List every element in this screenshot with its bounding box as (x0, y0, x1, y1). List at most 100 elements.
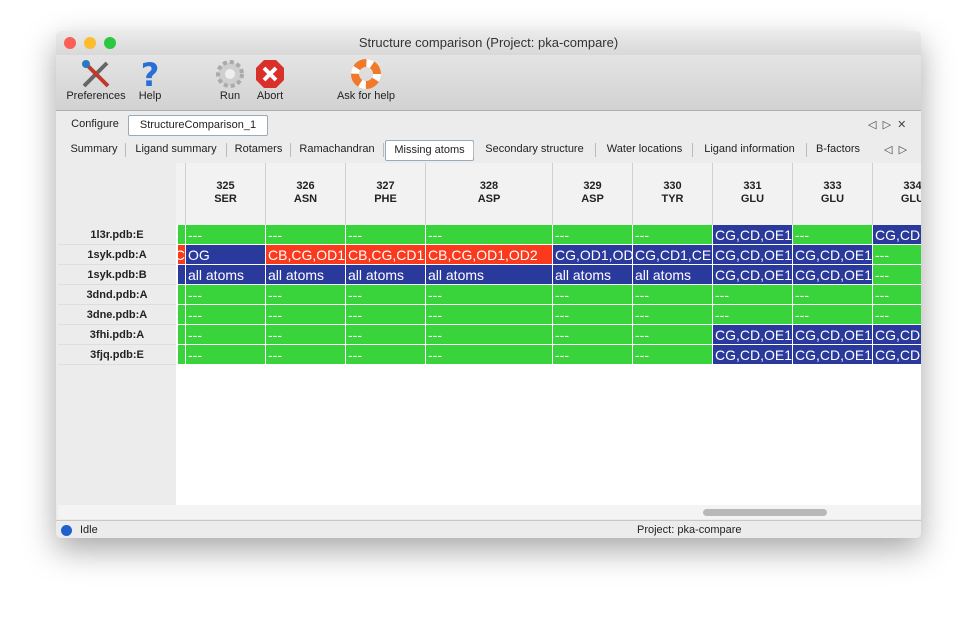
subtab[interactable]: Summary (70, 143, 118, 155)
tab[interactable]: StructureComparison_1 (128, 115, 268, 136)
row-header: 3fjq.pdb:E (58, 345, 176, 365)
table-cell: --- (633, 305, 713, 325)
close-button[interactable] (64, 37, 76, 49)
table-cell: --- (553, 345, 633, 365)
run-icon (216, 60, 244, 88)
tab-separator (383, 143, 384, 157)
column-header: 331 GLU (713, 163, 793, 225)
run-button[interactable]: Run (212, 55, 248, 110)
table-cell: --- (633, 325, 713, 345)
residue-name: TYR (661, 193, 684, 205)
row-header: 3dne.pdb:A (58, 305, 176, 325)
column-header: 329 ASP (553, 163, 633, 225)
subtab[interactable]: Ramachandran (299, 143, 375, 155)
column-header: 326 ASN (266, 163, 346, 225)
table-cell: CG,CD,OE1 (793, 325, 873, 345)
table-cell: --- (426, 325, 553, 345)
minimize-button[interactable] (84, 37, 96, 49)
residue-name: ASP (477, 193, 501, 205)
table-cell: CG,OD1,OD (553, 245, 633, 265)
table-cell: --- (186, 225, 266, 245)
subtab[interactable]: Rotamers (234, 143, 283, 155)
tab-separator (473, 143, 474, 157)
table-cell: all atoms (633, 265, 713, 285)
residue-number: 331 (743, 180, 762, 192)
table-cell: --- (186, 285, 266, 305)
table-cell (178, 305, 186, 325)
project-text: Project: pka-compare (637, 524, 742, 536)
toolbar-label: Ask for help (336, 90, 396, 102)
table-cell: --- (553, 225, 633, 245)
subtab[interactable]: Ligand information (704, 143, 795, 155)
table-cell: CB,CG,CD1 (346, 245, 426, 265)
table-cell: all atoms (426, 265, 553, 285)
tab-separator (595, 143, 596, 157)
table-cell: CG,CD,OE1 (713, 345, 793, 365)
table-cell: CG,CD (873, 345, 921, 365)
table-cell: --- (713, 285, 793, 305)
table-cell: --- (713, 305, 793, 325)
table-cell: --- (186, 325, 266, 345)
ask-help-button[interactable]: Ask for help (328, 55, 404, 110)
subtab[interactable]: Ligand summary (135, 143, 217, 155)
abort-icon (256, 60, 284, 88)
tab-controls[interactable]: ◁ ▷ ✕ (868, 119, 907, 131)
residue-name: SER (214, 193, 237, 205)
table-cell: --- (633, 225, 713, 245)
missing-atoms-table: 325 SER 326 ASN 327 PHE 328 ASP 329 ASP 330 TYR 331 G… (58, 163, 921, 505)
subtab[interactable]: Missing atoms (385, 140, 474, 161)
residue-number: 329 (583, 180, 602, 192)
table-cell: CG,CD (873, 325, 921, 345)
table-cell: CG,CD,OE1 (713, 225, 793, 245)
tab-separator (125, 143, 126, 157)
table-cell: C (178, 245, 186, 265)
subtab[interactable]: Water locations (606, 143, 683, 155)
table-cell: --- (346, 285, 426, 305)
header-cell (176, 163, 186, 225)
table-cell: --- (873, 265, 921, 285)
app-window: Structure comparison (Project: pka-compa… (56, 31, 921, 538)
abort-button[interactable]: Abort (250, 55, 290, 110)
table-cell: OG (186, 245, 266, 265)
tab[interactable]: Configure (71, 118, 119, 130)
table-cell: --- (793, 305, 873, 325)
column-header: 328 ASP (426, 163, 553, 225)
preferences-button[interactable]: Preferences (60, 55, 132, 110)
zoom-button[interactable] (104, 37, 116, 49)
scroll-thumb[interactable] (703, 509, 827, 516)
subtab[interactable]: B-factors (815, 143, 860, 155)
column-header: 330 TYR (633, 163, 713, 225)
table-cell: --- (426, 285, 553, 305)
preferences-icon (82, 60, 110, 88)
tab-separator (692, 143, 693, 157)
help-button[interactable]: ? Help (132, 55, 168, 110)
row-header-column (58, 163, 176, 505)
horizontal-scrollbar[interactable] (58, 505, 921, 519)
table-cell: CG,CD1,CE (633, 245, 713, 265)
subtab[interactable]: Secondary structure (485, 143, 584, 155)
table-cell: --- (426, 305, 553, 325)
table-cell: --- (873, 305, 921, 325)
table-cell: --- (553, 285, 633, 305)
residue-name: ASN (293, 193, 318, 205)
status-indicator (61, 525, 72, 536)
residue-number: 333 (823, 180, 842, 192)
subtab-controls[interactable]: ◁ ▷ (884, 144, 908, 156)
row-header: 1syk.pdb:B (58, 265, 176, 285)
table-cell: CG,CD,OE1 (713, 245, 793, 265)
svg-text:?: ? (141, 58, 160, 90)
table-cell: --- (266, 325, 346, 345)
table-cell: --- (633, 345, 713, 365)
table-cell: CG,CD,OE1 (793, 265, 873, 285)
help-icon: ? (141, 58, 160, 90)
table-cell: all atoms (553, 265, 633, 285)
table-cell: --- (793, 285, 873, 305)
toolbar-label: Abort (256, 90, 284, 102)
toolbar-label: Preferences (66, 90, 126, 102)
column-header: 334 GLU (873, 163, 921, 225)
toolbar-label: Help (138, 90, 162, 102)
table-cell (178, 325, 186, 345)
status-text: Idle (80, 524, 98, 536)
row-header: 3fhi.pdb:A (58, 325, 176, 345)
